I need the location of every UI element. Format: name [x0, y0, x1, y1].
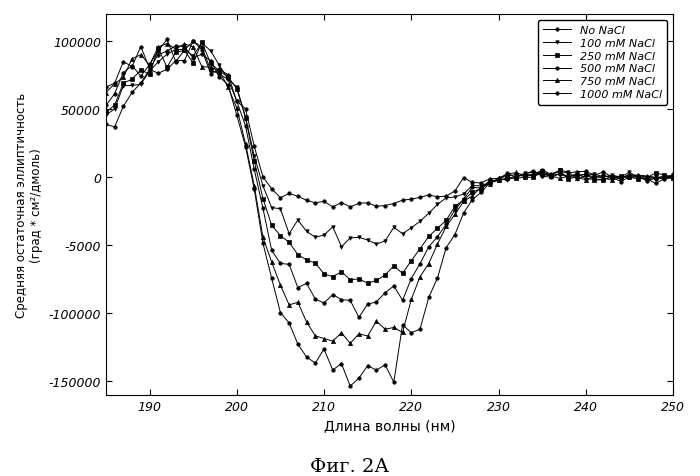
100 mM NaCl: [372, 242, 381, 248]
X-axis label: Длина волны (нм): Длина волны (нм): [323, 418, 455, 433]
100 mM NaCl: [363, 238, 372, 243]
250 mM NaCl: [250, 159, 258, 164]
1000 mM NaCl: [564, 174, 573, 180]
750 mM NaCl: [102, 90, 110, 96]
500 mM NaCl: [355, 315, 363, 320]
1000 mM NaCl: [102, 85, 110, 91]
1000 mM NaCl: [668, 174, 677, 179]
250 mM NaCl: [355, 277, 363, 282]
750 mM NaCl: [668, 176, 677, 181]
1000 mM NaCl: [346, 384, 354, 389]
100 mM NaCl: [197, 41, 206, 47]
No NaCl: [328, 205, 337, 210]
No NaCl: [189, 40, 197, 45]
250 mM NaCl: [372, 278, 381, 284]
No NaCl: [564, 171, 573, 177]
No NaCl: [102, 122, 110, 128]
1000 mM NaCl: [146, 67, 154, 72]
100 mM NaCl: [337, 244, 346, 250]
100 mM NaCl: [285, 231, 293, 237]
750 mM NaCl: [163, 42, 172, 48]
Legend: No NaCl, 100 mM NaCl, 250 mM NaCl, 500 mM NaCl, 750 mM NaCl, 1000 mM NaCl: No NaCl, 100 mM NaCl, 250 mM NaCl, 500 m…: [538, 20, 667, 105]
No NaCl: [250, 144, 258, 150]
750 mM NaCl: [346, 341, 354, 347]
750 mM NaCl: [146, 63, 154, 69]
100 mM NaCl: [668, 176, 677, 181]
Text: Фиг. 2А: Фиг. 2А: [310, 457, 390, 475]
250 mM NaCl: [285, 240, 293, 246]
No NaCl: [668, 175, 677, 180]
500 mM NaCl: [285, 262, 293, 268]
750 mM NaCl: [250, 183, 258, 189]
No NaCl: [146, 68, 154, 73]
100 mM NaCl: [102, 113, 110, 119]
1000 mM NaCl: [363, 363, 372, 369]
750 mM NaCl: [363, 334, 372, 339]
250 mM NaCl: [564, 177, 573, 183]
Y-axis label: Средняя остаточная эллиптичность
(град * см²/дмоль): Средняя остаточная эллиптичность (град *…: [15, 93, 43, 317]
500 mM NaCl: [163, 37, 172, 43]
250 mM NaCl: [146, 72, 154, 78]
100 mM NaCl: [250, 154, 258, 159]
500 mM NaCl: [363, 302, 372, 307]
1000 mM NaCl: [250, 187, 258, 192]
250 mM NaCl: [102, 110, 110, 116]
100 mM NaCl: [146, 69, 154, 75]
1000 mM NaCl: [172, 44, 180, 50]
250 mM NaCl: [197, 40, 206, 46]
500 mM NaCl: [146, 62, 154, 68]
500 mM NaCl: [372, 299, 381, 305]
500 mM NaCl: [564, 175, 573, 181]
Line: No NaCl: No NaCl: [104, 40, 675, 209]
750 mM NaCl: [564, 174, 573, 180]
No NaCl: [372, 204, 381, 210]
Line: 100 mM NaCl: 100 mM NaCl: [104, 42, 675, 249]
Line: 750 mM NaCl: 750 mM NaCl: [104, 42, 675, 346]
750 mM NaCl: [285, 302, 293, 308]
No NaCl: [363, 200, 372, 206]
250 mM NaCl: [668, 175, 677, 180]
750 mM NaCl: [372, 318, 381, 324]
500 mM NaCl: [250, 167, 258, 173]
Line: 250 mM NaCl: 250 mM NaCl: [104, 41, 675, 286]
Line: 500 mM NaCl: 500 mM NaCl: [104, 39, 675, 319]
500 mM NaCl: [102, 103, 110, 109]
1000 mM NaCl: [372, 367, 381, 373]
250 mM NaCl: [363, 281, 372, 287]
No NaCl: [285, 191, 293, 197]
Line: 1000 mM NaCl: 1000 mM NaCl: [104, 45, 675, 388]
100 mM NaCl: [564, 169, 573, 175]
1000 mM NaCl: [285, 320, 293, 326]
500 mM NaCl: [668, 172, 677, 178]
